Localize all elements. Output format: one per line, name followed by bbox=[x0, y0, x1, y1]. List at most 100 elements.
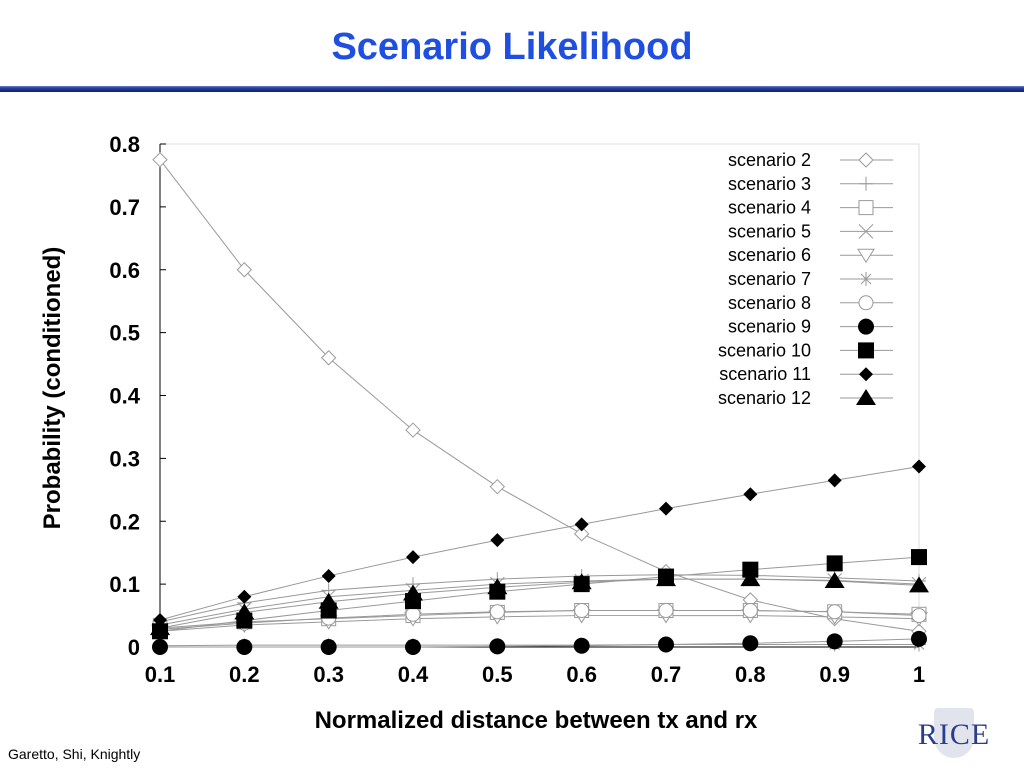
data-point-scenario-9 bbox=[320, 639, 337, 655]
data-point-scenario-12 bbox=[234, 603, 255, 620]
x-tick-label: 0.5 bbox=[482, 662, 513, 687]
data-point-scenario-9 bbox=[405, 639, 421, 655]
data-point-scenario-9 bbox=[826, 633, 843, 650]
slide-title: Scenario Likelihood bbox=[331, 26, 693, 68]
legend-label-scenario-3: scenario 3 bbox=[728, 174, 811, 194]
legend-marker-scenario-2 bbox=[858, 152, 874, 168]
legend-label-scenario-10: scenario 10 bbox=[718, 340, 811, 360]
series-line-scenario-9 bbox=[160, 638, 920, 648]
y-tick-label: 0.2 bbox=[109, 509, 140, 534]
legend-label-scenario-12: scenario 12 bbox=[718, 388, 811, 408]
x-tick-label: 0.3 bbox=[313, 662, 344, 687]
author-credit: Garetto, Shi, Knightly bbox=[8, 746, 141, 762]
data-point-scenario-10 bbox=[911, 549, 927, 566]
y-tick-label: 0.7 bbox=[109, 195, 140, 220]
x-tick-label: 0.9 bbox=[819, 662, 850, 687]
series-line-scenario-6 bbox=[159, 615, 920, 632]
data-point-scenario-9 bbox=[236, 639, 253, 655]
data-point-scenario-11 bbox=[237, 589, 252, 604]
legend-marker-scenario-4 bbox=[858, 200, 874, 216]
data-point-scenario-12 bbox=[487, 578, 508, 595]
rice-logo: RICE bbox=[914, 706, 994, 762]
legend-label-scenario-8: scenario 8 bbox=[728, 293, 811, 313]
data-point-scenario-8 bbox=[574, 603, 590, 619]
x-tick-label: 1 bbox=[913, 662, 925, 687]
data-point-scenario-9 bbox=[742, 635, 759, 652]
legend-marker-scenario-12 bbox=[856, 389, 876, 405]
data-point-scenario-12 bbox=[403, 584, 423, 601]
data-point-scenario-10 bbox=[742, 561, 759, 578]
x-tick-label: 0.4 bbox=[398, 662, 429, 687]
series-line-scenario-4 bbox=[159, 610, 920, 629]
x-tick-label: 0.1 bbox=[145, 662, 176, 687]
legend-label-scenario-6: scenario 6 bbox=[728, 245, 811, 265]
x-tick-label: 0.6 bbox=[566, 662, 597, 687]
series-line-scenario-7 bbox=[159, 643, 919, 647]
y-axis-label: Probability (conditioned) bbox=[39, 247, 66, 530]
y-tick-label: 0.3 bbox=[109, 446, 140, 471]
data-point-scenario-8 bbox=[911, 608, 927, 624]
legend-marker-scenario-7 bbox=[859, 272, 873, 286]
logo-text: RICE bbox=[917, 718, 991, 751]
data-point-scenario-2 bbox=[236, 262, 253, 278]
data-point-scenario-8 bbox=[658, 603, 674, 619]
y-tick-label: 0.8 bbox=[109, 132, 140, 157]
data-point-scenario-8 bbox=[742, 603, 758, 619]
chart-axes: 00.10.20.30.40.50.60.70.80.1 0.2 0.3 0.4 0.5… bbox=[109, 132, 925, 687]
y-tick-label: 0.5 bbox=[109, 321, 140, 346]
legend-marker-scenario-11 bbox=[859, 367, 873, 382]
legend-label-scenario-4: scenario 4 bbox=[728, 198, 811, 218]
legend-label-scenario-9: scenario 9 bbox=[728, 317, 811, 337]
series-line-scenario-8 bbox=[159, 610, 920, 630]
data-point-scenario-12 bbox=[740, 570, 761, 587]
series-line-scenario-12 bbox=[159, 578, 920, 629]
data-point-scenario-8 bbox=[405, 606, 421, 622]
series-line-scenario-3 bbox=[159, 574, 920, 623]
legend-marker-scenario-10 bbox=[858, 342, 874, 359]
series-line-scenario-11 bbox=[159, 466, 920, 621]
data-point-scenario-2 bbox=[405, 422, 421, 438]
data-point-scenario-12 bbox=[909, 576, 929, 593]
series-line-scenario-5 bbox=[159, 578, 920, 626]
data-point-scenario-2 bbox=[573, 526, 590, 542]
data-point-scenario-9 bbox=[658, 636, 674, 653]
data-point-scenario-12 bbox=[318, 592, 339, 609]
chart-lines bbox=[159, 159, 920, 648]
data-point-scenario-12 bbox=[656, 570, 676, 587]
chart-legend: scenario 2 scenario 3 scenario 4 scenario 5… bbox=[718, 150, 893, 408]
data-point-scenario-11 bbox=[827, 473, 842, 488]
data-point-scenario-2 bbox=[320, 350, 337, 366]
legend-marker-scenario-5 bbox=[858, 224, 874, 239]
y-tick-label: 0.4 bbox=[109, 384, 140, 409]
data-point-scenario-12 bbox=[571, 573, 592, 590]
data-point-scenario-2 bbox=[489, 478, 506, 495]
data-point-scenario-2 bbox=[152, 152, 168, 168]
y-tick-label: 0.6 bbox=[109, 258, 140, 283]
data-point-scenario-11 bbox=[406, 550, 420, 565]
data-point-scenario-8 bbox=[827, 604, 843, 620]
y-tick-label: 0.1 bbox=[109, 572, 140, 597]
legend-marker-scenario-9 bbox=[858, 318, 874, 335]
y-tick-label: 0 bbox=[128, 635, 140, 660]
data-point-scenario-8 bbox=[489, 604, 505, 620]
x-axis-label: Normalized distance between tx and rx bbox=[315, 707, 758, 734]
data-point-scenario-11 bbox=[743, 487, 758, 502]
legend-marker-scenario-8 bbox=[858, 295, 874, 311]
data-point-scenario-11 bbox=[490, 533, 505, 548]
x-tick-label: 0.7 bbox=[651, 662, 682, 687]
legend-marker-scenario-3 bbox=[859, 176, 873, 191]
data-point-scenario-12 bbox=[824, 571, 845, 588]
series-line-scenario-2 bbox=[159, 159, 920, 632]
x-tick-label: 0.2 bbox=[229, 662, 260, 687]
title-rule bbox=[0, 86, 1024, 92]
data-point-scenario-9 bbox=[489, 638, 506, 655]
data-point-scenario-9 bbox=[911, 630, 927, 647]
legend-label-scenario-11: scenario 11 bbox=[719, 364, 811, 384]
data-point-scenario-12 bbox=[150, 619, 170, 636]
legend-label-scenario-7: scenario 7 bbox=[728, 269, 811, 289]
chart-markers bbox=[150, 152, 929, 655]
series-line-scenario-10 bbox=[159, 556, 920, 632]
data-point-scenario-9 bbox=[573, 637, 590, 654]
legend-marker-scenario-6 bbox=[857, 248, 875, 264]
legend-label-scenario-5: scenario 5 bbox=[728, 221, 811, 241]
